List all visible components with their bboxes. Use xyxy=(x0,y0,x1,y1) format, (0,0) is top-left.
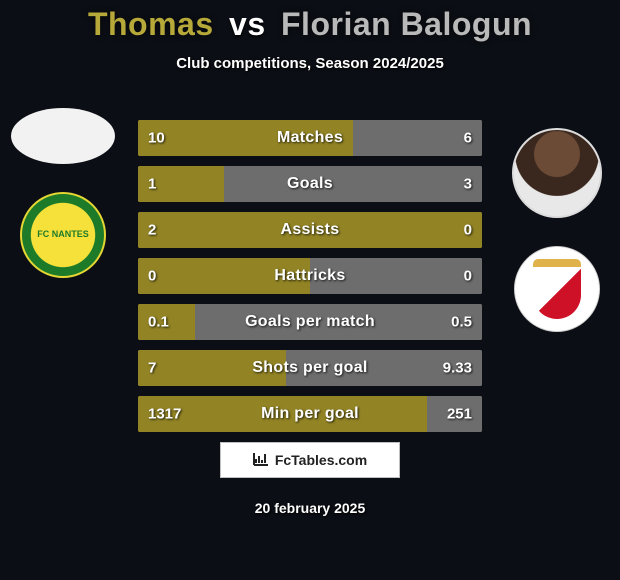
stat-value-left: 2 xyxy=(148,222,156,239)
player2-club-crest xyxy=(514,246,600,332)
stat-value-left: 10 xyxy=(148,130,165,147)
subtitle: Club competitions, Season 2024/2025 xyxy=(0,55,620,72)
stat-bar: 1 3 Goals xyxy=(138,166,482,202)
stat-label: Shots per goal xyxy=(252,359,367,377)
player1-name: Thomas xyxy=(88,6,214,42)
stat-value-left: 1317 xyxy=(148,406,181,423)
stat-bars-container: 10 6 Matches 1 3 Goals 2 0 Assists 0 0 Hattricks 0.1… xyxy=(138,120,482,432)
stat-value-right: 0 xyxy=(464,222,472,239)
stat-label: Hattricks xyxy=(274,267,345,285)
stat-label: Min per goal xyxy=(261,405,359,423)
stat-label: Assists xyxy=(280,221,339,239)
stat-value-right: 6 xyxy=(464,130,472,147)
stat-label: Goals xyxy=(287,175,333,193)
stat-value-left: 1 xyxy=(148,176,156,193)
stat-bar: 0.1 0.5 Goals per match xyxy=(138,304,482,340)
player1-avatar xyxy=(11,108,115,164)
stat-bar: 1317 251 Min per goal xyxy=(138,396,482,432)
stat-value-left: 0.1 xyxy=(148,314,169,331)
player2-avatar xyxy=(512,128,602,218)
player1-club-crest: FC NANTES xyxy=(20,192,106,278)
stat-value-right: 0 xyxy=(464,268,472,285)
stat-value-right: 9.33 xyxy=(443,360,472,377)
snapshot-date: 20 february 2025 xyxy=(0,500,620,516)
right-player-column xyxy=(502,128,612,332)
attribution-text: FcTables.com xyxy=(275,452,367,468)
left-player-column: FC NANTES xyxy=(8,108,118,278)
attribution-badge: FcTables.com xyxy=(220,442,400,478)
stat-value-left: 0 xyxy=(148,268,156,285)
player2-name: Florian Balogun xyxy=(281,6,532,42)
stat-value-right: 0.5 xyxy=(451,314,472,331)
stat-bar: 10 6 Matches xyxy=(138,120,482,156)
crest-label: FC NANTES xyxy=(37,230,89,240)
stat-value-right: 251 xyxy=(447,406,472,423)
vs-label: vs xyxy=(229,6,266,42)
stat-bar: 7 9.33 Shots per goal xyxy=(138,350,482,386)
stat-label: Goals per match xyxy=(245,313,375,331)
stat-bar: 2 0 Assists xyxy=(138,212,482,248)
chart-icon xyxy=(253,452,269,469)
stat-label: Matches xyxy=(277,129,343,147)
stat-value-left: 7 xyxy=(148,360,156,377)
stat-value-right: 3 xyxy=(464,176,472,193)
stat-bar: 0 0 Hattricks xyxy=(138,258,482,294)
comparison-title: Thomas vs Florian Balogun xyxy=(0,0,620,43)
